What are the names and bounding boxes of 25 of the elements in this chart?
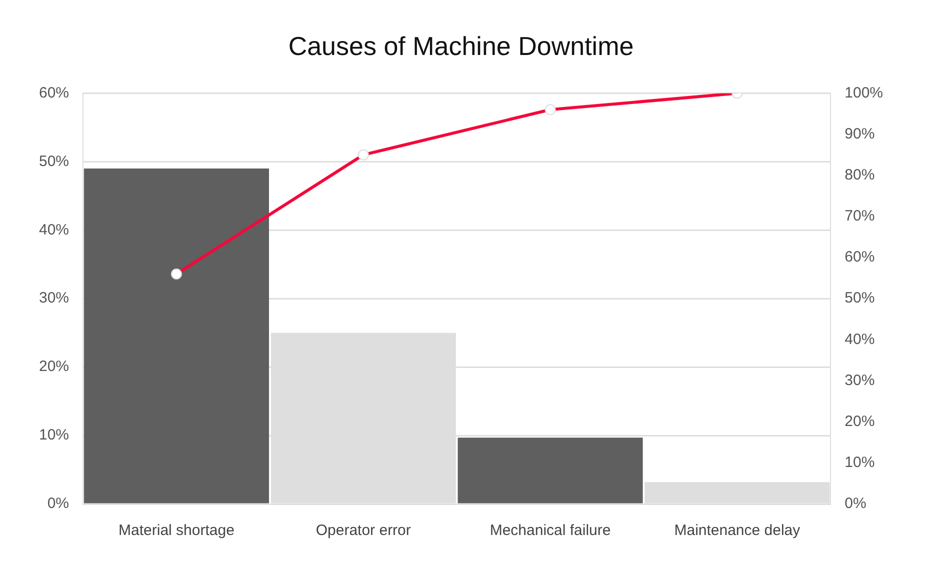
y-tick-label: 60% bbox=[38, 84, 70, 102]
bar bbox=[84, 168, 269, 504]
y-tick-label: 40% bbox=[38, 221, 70, 238]
x-tick-label: Maintenance delay bbox=[674, 522, 801, 540]
y-tick-label: 30% bbox=[38, 290, 70, 307]
y2-tick-label: 90% bbox=[844, 125, 875, 142]
y2-tick-label: 10% bbox=[844, 454, 875, 472]
y2-tick-label: 60% bbox=[844, 248, 875, 266]
y2-tick-label: 20% bbox=[844, 412, 875, 430]
y-tick-label: 50% bbox=[38, 152, 70, 170]
y-tick-label: 10% bbox=[38, 426, 70, 444]
y2-tick-label: 0% bbox=[844, 495, 866, 512]
y2-tick-label: 70% bbox=[844, 208, 875, 225]
x-tick-label: Mechanical failure bbox=[490, 522, 611, 540]
x-tick-label: Material shortage bbox=[118, 522, 234, 540]
y-tick-label: 0% bbox=[47, 495, 70, 512]
y2-tick-label: 50% bbox=[844, 290, 875, 307]
y2-tick-label: 80% bbox=[844, 166, 875, 184]
y2-tick-label: 30% bbox=[844, 372, 875, 389]
x-tick-label: Operator error bbox=[316, 522, 411, 540]
y2-tick-label: 100% bbox=[844, 84, 884, 102]
chart-title: Causes of Machine Downtime bbox=[288, 30, 634, 61]
y-tick-label: 20% bbox=[38, 358, 70, 376]
bar bbox=[458, 438, 643, 504]
y2-tick-label: 40% bbox=[844, 330, 875, 348]
